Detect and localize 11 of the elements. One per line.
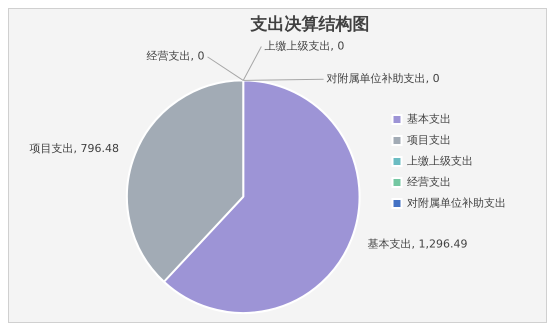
legend-label: 经营支出 [407,175,451,188]
legend-label: 基本支出 [407,112,451,126]
data-label: 基本支出, 1,296.49 [367,237,468,250]
legend-label: 对附属单位补助支出 [407,196,506,210]
data-label: 项目支出, 796.48 [30,142,120,155]
legend-label: 上缴上级支出 [407,154,473,168]
text: 对附属单位补助支出, 0 [326,72,440,86]
text: 上缴上级支出, 0 [264,39,344,52]
legend-label: 项目支出 [407,133,451,146]
chart-title: 支出决算结构图 [250,14,370,35]
text: 经营支出, 0 [146,50,205,63]
